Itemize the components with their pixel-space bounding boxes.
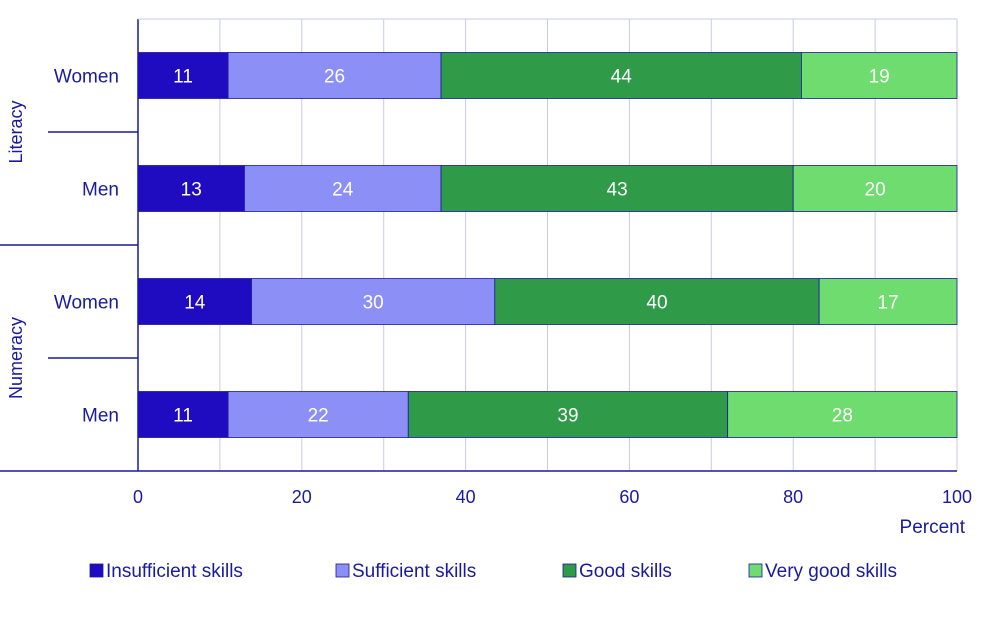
bar-segment-sufficient-skills bbox=[251, 278, 496, 325]
category-labels: Literacy Numeracy Women Men Women Men bbox=[6, 67, 119, 427]
x-tick-label: 100 bbox=[942, 487, 972, 507]
bar-segment-good-skills bbox=[440, 165, 794, 212]
x-tick-labels: 0 20 40 60 80 100 bbox=[133, 487, 972, 507]
bar-segment-very-good-skills bbox=[800, 52, 958, 99]
bar-value-label: 30 bbox=[363, 293, 384, 314]
bar-segment-sufficient-skills bbox=[244, 165, 442, 212]
legend-label: Very good skills bbox=[765, 561, 897, 582]
bar-segment-good-skills bbox=[494, 278, 820, 325]
bar-value-label: 43 bbox=[607, 180, 628, 201]
bar-value-label: 19 bbox=[869, 67, 890, 88]
bar-value-label: 24 bbox=[332, 180, 354, 201]
bars: 11 26 44 19 13 24 43 20 14 30 40 17 11 22 39 28 bbox=[137, 52, 958, 438]
legend-item-insufficient-skills: Insufficient skills bbox=[89, 561, 243, 582]
bar-segment-good-skills bbox=[407, 391, 729, 438]
legend-swatch bbox=[748, 563, 763, 578]
legend-swatch bbox=[89, 563, 104, 578]
bar-row: 13 24 43 20 bbox=[137, 165, 958, 212]
bar-segment-insufficient-skills bbox=[137, 278, 252, 325]
bar-row: 14 30 40 17 bbox=[137, 278, 958, 325]
bar-segment-sufficient-skills bbox=[227, 391, 409, 438]
bar-value-label: 14 bbox=[184, 293, 206, 314]
x-tick-label: 80 bbox=[783, 487, 803, 507]
x-tick-label: 20 bbox=[292, 487, 312, 507]
bar-value-label: 20 bbox=[865, 180, 886, 201]
legend: Insufficient skills Sufficient skills Good… bbox=[89, 561, 897, 582]
legend-label: Good skills bbox=[579, 561, 672, 582]
bar-value-label: 39 bbox=[557, 406, 578, 427]
bar-value-label: 22 bbox=[308, 406, 329, 427]
bar-segment-insufficient-skills bbox=[137, 52, 229, 99]
group-label-literacy: Literacy bbox=[6, 100, 26, 163]
bar-segment-sufficient-skills bbox=[227, 52, 442, 99]
bar-value-label: 28 bbox=[832, 406, 853, 427]
legend-item-very-good-skills: Very good skills bbox=[748, 561, 897, 582]
category-label: Men bbox=[82, 180, 119, 201]
bar-value-label: 40 bbox=[646, 293, 667, 314]
x-tick-label: 60 bbox=[619, 487, 639, 507]
legend-label: Sufficient skills bbox=[352, 561, 476, 582]
bar-value-label: 13 bbox=[181, 180, 202, 201]
bar-value-label: 44 bbox=[611, 67, 633, 88]
group-label-numeracy: Numeracy bbox=[6, 317, 26, 399]
x-axis-unit-label: Percent bbox=[900, 517, 966, 538]
x-tick-label: 40 bbox=[456, 487, 476, 507]
category-label: Men bbox=[82, 406, 119, 427]
category-label: Women bbox=[54, 67, 119, 88]
category-label: Women bbox=[54, 293, 119, 314]
bar-value-label: 11 bbox=[173, 67, 193, 88]
bar-segment-very-good-skills bbox=[792, 165, 958, 212]
bar-segment-very-good-skills bbox=[818, 278, 958, 325]
bar-segment-good-skills bbox=[440, 52, 802, 99]
bar-row: 11 26 44 19 bbox=[137, 52, 958, 99]
x-tick-label: 0 bbox=[133, 487, 143, 507]
legend-swatch bbox=[335, 563, 350, 578]
bar-segment-insufficient-skills bbox=[137, 165, 245, 212]
legend-item-good-skills: Good skills bbox=[562, 561, 672, 582]
legend-label: Insufficient skills bbox=[106, 561, 243, 582]
bar-segment-insufficient-skills bbox=[137, 391, 229, 438]
legend-swatch bbox=[562, 563, 577, 578]
bar-value-label: 26 bbox=[324, 67, 345, 88]
bar-value-label: 17 bbox=[878, 293, 899, 314]
bar-segment-very-good-skills bbox=[727, 391, 958, 438]
legend-item-sufficient-skills: Sufficient skills bbox=[335, 561, 476, 582]
bar-value-label: 11 bbox=[173, 406, 193, 427]
bar-row: 11 22 39 28 bbox=[137, 391, 958, 438]
